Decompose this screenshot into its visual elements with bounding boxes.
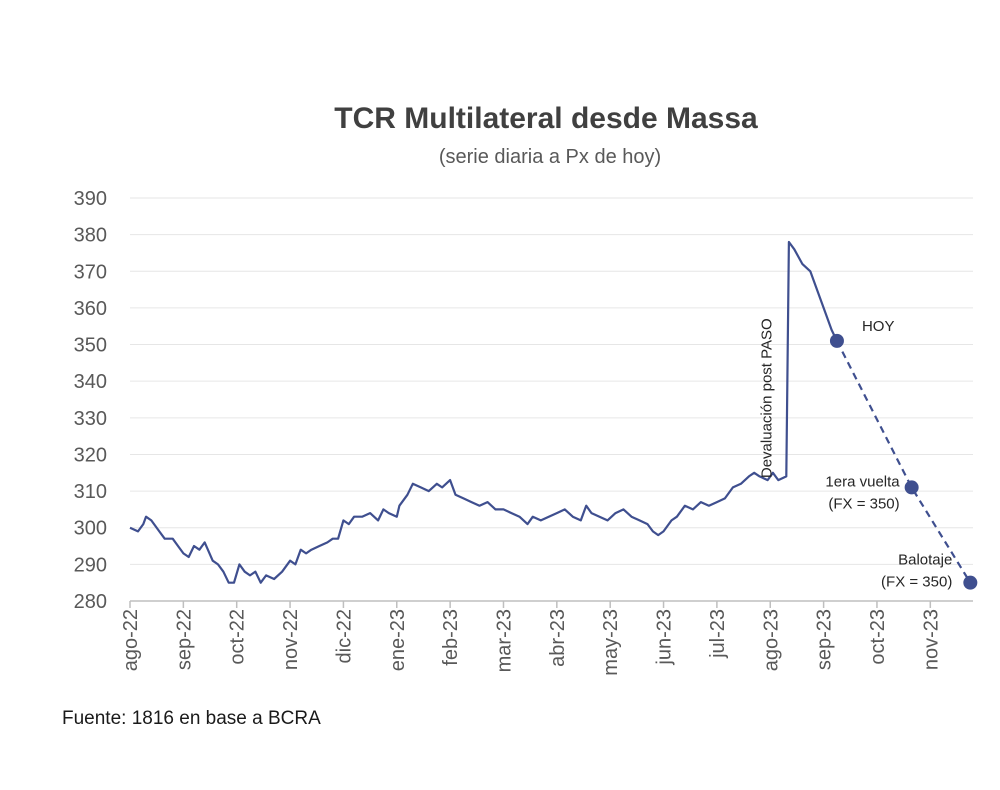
y-tick-label: 350 (74, 335, 107, 357)
x-tick-label: sep-22 (173, 609, 195, 670)
y-tick-label: 360 (74, 298, 107, 320)
x-tick-label: sep-23 (814, 609, 836, 670)
marker-label: HOY (862, 318, 895, 335)
x-tick-label: nov-23 (920, 609, 942, 670)
x-tick-label: may-23 (600, 609, 622, 676)
annotations-layer: Devaluación post PASO HOY 1era vuelta (FX =… (758, 318, 978, 591)
projection-line (835, 340, 972, 584)
y-tick-label: 290 (74, 554, 107, 576)
y-tick-label: 340 (74, 371, 107, 393)
x-tick-label: oct-23 (867, 609, 889, 665)
y-tick-label: 310 (74, 481, 107, 503)
x-tick-label: abr-23 (547, 609, 569, 667)
y-tick-label: 380 (74, 225, 107, 247)
marker-label: (FX = 350) (881, 574, 952, 591)
x-tick-label: feb-23 (440, 609, 462, 666)
series-line (129, 240, 838, 584)
x-tick-label: ago-23 (760, 609, 782, 671)
devaluation-label: Devaluación post PASO (758, 318, 775, 478)
marker-point (963, 575, 978, 590)
chart-title: TCR Multilateral desde Massa (334, 102, 758, 135)
y-tick-label: 300 (74, 518, 107, 540)
marker-label: Balotaje (898, 552, 952, 569)
marker-label: (FX = 350) (828, 495, 899, 512)
y-axis: 280 290 300 310 320 330 340 350 360 370 380 390 (74, 188, 107, 613)
x-tick-label: nov-22 (280, 609, 302, 670)
x-tick-label: ago-22 (120, 609, 142, 671)
y-tick-label: 370 (74, 261, 107, 283)
source-note: Fuente: 1816 en base a BCRA (62, 708, 321, 729)
chart-subtitle: (serie diaria a Px de hoy) (439, 146, 661, 168)
y-tick-label: 330 (74, 408, 107, 430)
x-axis: ago-22 sep-22 oct-22 nov-22 dic-22 ene-23 feb-… (120, 600, 973, 676)
x-tick-label: jul-23 (707, 609, 729, 659)
x-tick-label: ene-23 (387, 609, 409, 671)
y-tick-label: 390 (74, 188, 107, 210)
marker-point (829, 333, 844, 348)
x-tick-label: dic-22 (333, 609, 355, 663)
marker-point (904, 480, 919, 495)
y-tick-label: 280 (74, 591, 107, 613)
x-tick-label: oct-22 (227, 609, 249, 665)
chart: TCR Multilateral desde Massa (serie diar… (74, 102, 978, 676)
y-tick-label: 320 (74, 444, 107, 466)
x-tick-label: jun-23 (654, 609, 676, 666)
gridlines (130, 197, 973, 565)
marker-label: 1era vuelta (825, 473, 900, 490)
x-tick-label: mar-23 (493, 609, 515, 672)
series-layer (129, 240, 972, 584)
